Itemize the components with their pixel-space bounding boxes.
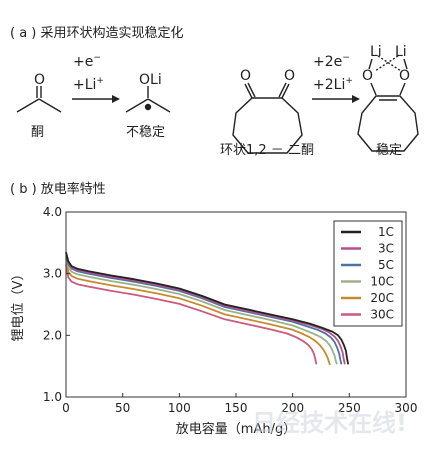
x-tick-label: 100	[168, 401, 191, 415]
x-tick-label: 150	[225, 401, 248, 415]
x-axis-label: 放电容量（mAh/g）	[176, 421, 296, 437]
chelate-oxygen-right: O	[399, 68, 410, 84]
y-tick-label: 2.0	[43, 328, 62, 342]
ketone-oxygen: O	[34, 72, 45, 88]
chelate-li-left: Li	[370, 44, 382, 60]
reaction1-lithium: +Li+	[73, 76, 104, 93]
chelate-oxygen-left: O	[362, 68, 373, 84]
y-tick-label: 1.0	[43, 390, 62, 404]
radical-dot	[144, 103, 152, 111]
panel-b-title: ( b ) 放电率特性	[10, 182, 106, 197]
ketone-structure	[16, 86, 62, 113]
legend-box	[333, 220, 403, 327]
series-line-5c	[65, 253, 343, 365]
legend-label-3c: 3C	[378, 242, 394, 256]
radical-oli: OLi	[139, 72, 162, 88]
axis-ticks: 0 50 100 150 200 250 300 1.0 2.0 3.0 4.0	[43, 205, 418, 415]
chelate-structure	[357, 55, 419, 152]
y-tick-label: 3.0	[43, 267, 62, 281]
legend-label-10c: 10C	[370, 275, 394, 289]
dione-oxygen-left: O	[240, 68, 251, 84]
reaction2-arrow	[312, 95, 360, 103]
watermark: 日经技术在线!	[252, 409, 407, 437]
ketone-label: 酮	[31, 125, 44, 140]
unstable-label: 不稳定	[126, 124, 165, 140]
series-line-30c	[65, 264, 318, 365]
chelate-li-right: Li	[395, 44, 407, 60]
reaction1-electron: +e−	[73, 53, 101, 70]
reaction2-electron: +2e−	[313, 53, 350, 70]
series-line-3c	[65, 251, 346, 365]
legend-label-20c: 20C	[370, 291, 394, 305]
reaction1-arrow	[72, 95, 120, 103]
stable-label: 稳定	[376, 143, 403, 158]
x-tick-label: 50	[115, 401, 130, 415]
series-line-10c	[65, 255, 338, 365]
legend-label-30c: 30C	[370, 308, 394, 322]
radical-structure	[125, 86, 171, 113]
dione-oxygen-right: O	[284, 68, 295, 84]
x-tick-label: 250	[338, 401, 361, 415]
series-line-1c	[65, 251, 350, 365]
x-tick-label: 300	[395, 401, 418, 415]
legend: 1C 3C 5C 10C 20C 30C	[333, 220, 403, 327]
y-tick-label: 4.0	[43, 205, 62, 219]
y-axis-label: 锂电位（V）	[11, 268, 26, 342]
discharge-rate-chart: 0 50 100 150 200 250 300 1.0 2.0 3.0 4.0 1C 3C 5C 10C…	[11, 205, 418, 437]
panel-a-title: ( a ) 采用环状构造实现稳定化	[10, 26, 184, 41]
x-tick-label: 0	[62, 401, 70, 415]
legend-label-1c: 1C	[378, 225, 394, 239]
dione-structure	[232, 82, 303, 154]
dione-label: 环状1,2 － 二酮	[220, 143, 314, 158]
series-line-20c	[65, 258, 331, 366]
legend-label-5c: 5C	[378, 258, 394, 272]
plot-lines	[65, 251, 350, 366]
reaction2-lithium: +2Li+	[313, 76, 353, 93]
reaction-diagram: O 酮 +e− +Li+ OLi 不稳定 O O +2e− +2Li+ Li L…	[16, 44, 419, 154]
x-tick-label: 200	[281, 401, 304, 415]
